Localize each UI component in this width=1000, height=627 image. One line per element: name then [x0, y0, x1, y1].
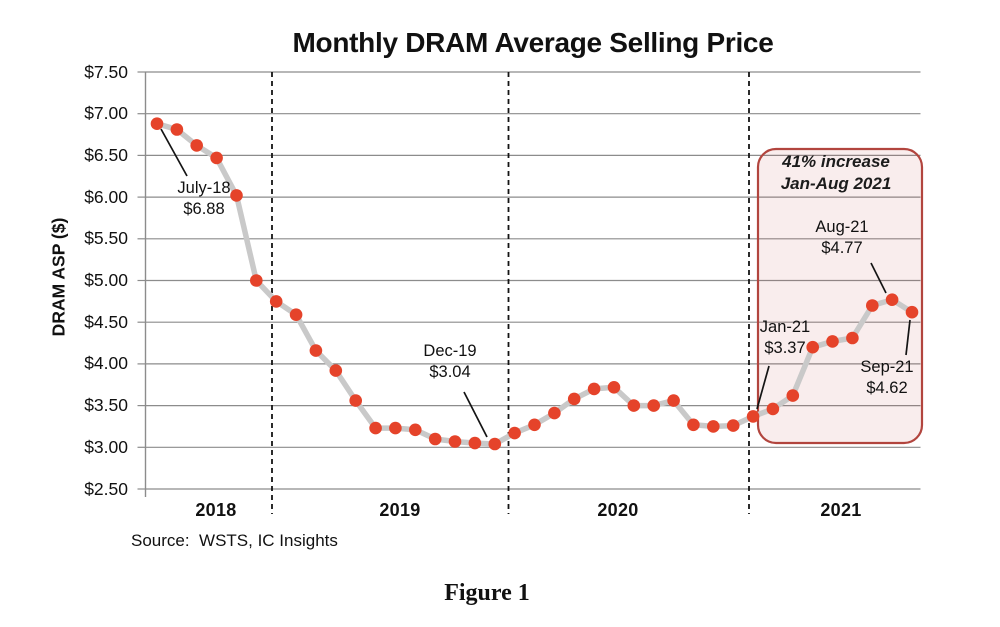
- highlight-box-label: 41% increase Jan-Aug 2021: [781, 151, 892, 195]
- annotation-value: $6.88: [183, 200, 225, 218]
- data-point-marker: [806, 340, 819, 354]
- y-tick-label: $5.00: [84, 270, 128, 290]
- data-point-marker: [726, 419, 740, 432]
- data-point-marker: [607, 381, 621, 394]
- y-tick-label: $6.00: [84, 186, 128, 207]
- annotation-leader-line: [160, 128, 188, 177]
- annotation-value: $4.62: [866, 379, 908, 397]
- data-point-marker: [707, 420, 720, 433]
- y-tick-label: $4.00: [84, 353, 128, 374]
- x-year-label: 2020: [597, 500, 639, 520]
- data-point-marker: [190, 139, 203, 152]
- data-point-marker: [866, 299, 879, 312]
- data-point-marker: [766, 402, 780, 416]
- data-point-marker: [667, 394, 680, 407]
- data-point-marker: [428, 432, 442, 446]
- annotation-label: July-18: [177, 179, 231, 197]
- annotation-value: $3.04: [429, 363, 471, 381]
- data-point-marker: [786, 389, 800, 402]
- y-tick-label: $5.50: [84, 228, 128, 249]
- chart-title: Monthly DRAM Average Selling Price: [292, 27, 774, 58]
- annotation-label: Dec-19: [423, 342, 477, 360]
- x-year-label: 2018: [195, 500, 237, 520]
- y-tick-label: $3.00: [84, 436, 128, 457]
- data-point-marker: [548, 406, 561, 420]
- annotation-jan-21: Jan-21 $3.37: [760, 317, 810, 359]
- annotation-jul-18: July-18 $6.88: [177, 178, 230, 220]
- data-point-marker: [488, 437, 502, 451]
- data-point-marker: [349, 394, 363, 407]
- annotation-value: $4.77: [821, 239, 863, 257]
- data-point-marker: [468, 436, 482, 450]
- data-point-marker: [289, 308, 303, 322]
- data-point-marker: [269, 295, 283, 308]
- annotation-sep-21: Sep-21 $4.62: [860, 357, 913, 399]
- y-tick-label: $7.50: [84, 61, 128, 82]
- data-point-marker: [170, 123, 184, 136]
- data-point-marker: [249, 274, 263, 287]
- data-point-marker: [567, 392, 581, 406]
- y-tick-label: $3.50: [84, 395, 128, 416]
- data-point-marker: [409, 423, 422, 437]
- data-point-marker: [210, 151, 223, 165]
- annotation-leader-line: [463, 391, 488, 438]
- data-point-marker: [329, 364, 343, 377]
- x-year-label: 2019: [379, 500, 421, 520]
- data-point-marker: [309, 344, 323, 357]
- data-point-marker: [230, 189, 243, 202]
- data-point-marker: [687, 418, 700, 432]
- source-note: Source: WSTS, IC Insights: [131, 531, 338, 550]
- y-tick-label: $4.50: [84, 311, 128, 332]
- data-point-marker: [508, 426, 521, 440]
- data-point-marker: [150, 117, 164, 130]
- annotation-dec-19: Dec-19 $3.04: [423, 341, 476, 383]
- annotation-leader-line: [756, 365, 770, 410]
- annotation-label: Sep-21: [860, 358, 914, 376]
- figure-caption: Figure 1: [444, 580, 530, 606]
- data-point-marker: [905, 305, 919, 319]
- data-point-marker: [389, 421, 402, 435]
- y-tick-label: $7.00: [84, 103, 128, 124]
- highlight-box: [756, 147, 924, 445]
- highlight-box-label-line2: Jan-Aug 2021: [780, 174, 892, 193]
- x-year-label: 2021: [820, 500, 862, 520]
- data-point-marker: [647, 399, 660, 412]
- data-point-marker: [746, 410, 760, 423]
- annotation-label: Aug-21: [815, 218, 869, 236]
- data-point-marker: [826, 335, 839, 348]
- data-point-marker: [587, 382, 601, 396]
- annotation-label: Jan-21: [759, 318, 811, 336]
- data-point-marker: [627, 399, 641, 412]
- data-point-marker: [885, 293, 899, 307]
- data-point-marker: [846, 331, 859, 345]
- y-tick-label: $2.50: [84, 478, 128, 499]
- annotation-leader-line: [905, 319, 911, 356]
- annotation-leader-line: [870, 262, 887, 294]
- data-point-marker: [369, 421, 382, 435]
- annotation-value: $3.37: [764, 339, 806, 357]
- annotation-aug-21: Aug-21 $4.77: [815, 217, 868, 259]
- data-point-marker: [528, 418, 541, 432]
- highlight-box-label-line1: 41% increase: [782, 152, 890, 171]
- data-point-marker: [448, 435, 462, 448]
- y-tick-label: $6.50: [84, 144, 128, 165]
